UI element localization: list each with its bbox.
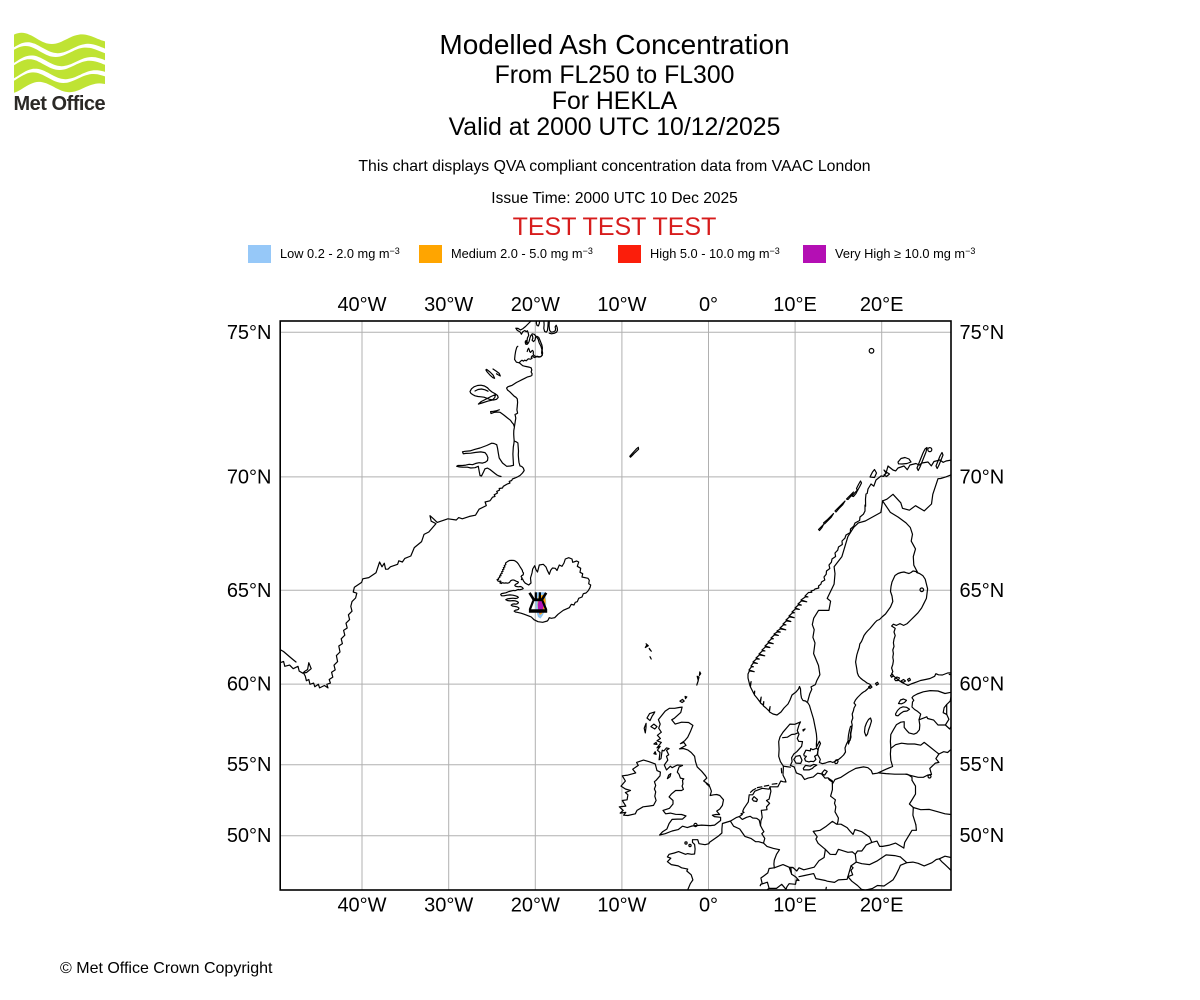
svg-text:50°N: 50°N (960, 825, 1005, 847)
svg-text:0°: 0° (699, 895, 718, 917)
svg-text:70°N: 70°N (227, 466, 272, 488)
svg-text:20°W: 20°W (511, 895, 560, 917)
svg-text:50°N: 50°N (227, 825, 272, 847)
svg-text:Met Office: Met Office (14, 93, 106, 115)
svg-text:20°E: 20°E (860, 895, 904, 917)
svg-text:20°E: 20°E (860, 294, 904, 316)
svg-text:40°W: 40°W (337, 895, 386, 917)
svg-text:60°N: 60°N (960, 674, 1005, 696)
svg-text:60°N: 60°N (227, 674, 272, 696)
svg-text:65°N: 65°N (227, 580, 272, 602)
svg-text:10°E: 10°E (773, 294, 817, 316)
svg-text:30°W: 30°W (424, 294, 473, 316)
svg-text:75°N: 75°N (227, 322, 272, 344)
svg-text:0°: 0° (699, 294, 718, 316)
svg-text:55°N: 55°N (227, 754, 272, 776)
svg-text:10°W: 10°W (597, 294, 646, 316)
svg-text:55°N: 55°N (960, 754, 1005, 776)
svg-text:10°E: 10°E (773, 895, 817, 917)
svg-text:20°W: 20°W (511, 294, 560, 316)
svg-text:70°N: 70°N (960, 466, 1005, 488)
svg-text:30°W: 30°W (424, 895, 473, 917)
svg-text:75°N: 75°N (960, 322, 1005, 344)
svg-text:10°W: 10°W (597, 895, 646, 917)
svg-text:65°N: 65°N (960, 580, 1005, 602)
svg-text:40°W: 40°W (337, 294, 386, 316)
